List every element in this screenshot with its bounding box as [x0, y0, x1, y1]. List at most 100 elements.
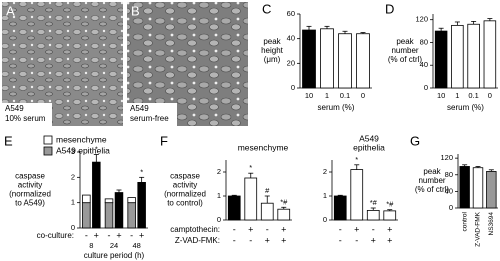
bar-segment [104, 198, 114, 204]
bar [350, 169, 364, 221]
y-axis-label: number [391, 46, 418, 55]
y-tick-label: 1 [323, 191, 327, 200]
condition: - [266, 224, 269, 234]
x-tick-label: 0 [361, 91, 365, 100]
x-tick-label: 1 [455, 91, 459, 100]
y-axis-label: (% of ctrl) [415, 185, 450, 194]
y-axis-label: (% of ctrl) [388, 55, 423, 64]
y-tick-label: 2 [71, 172, 75, 181]
y-tick-label: 1 [217, 191, 221, 200]
condition: + [354, 224, 359, 234]
x-tick-label: 10 [305, 91, 313, 100]
y-axis-label: to A549) [15, 199, 45, 208]
row-label: Z-VAD-FMK: [175, 236, 220, 245]
condition: + [248, 224, 253, 234]
annotation: * [95, 145, 98, 154]
bar-segment [82, 194, 91, 204]
bar [366, 209, 380, 221]
x-tick-label: control [461, 211, 468, 231]
y-tick-label: 2 [323, 167, 327, 176]
caption-box [2, 103, 52, 126]
y-tick-label: 0 [323, 215, 327, 224]
y-axis-label: (normalized [164, 190, 206, 199]
bar-segment [127, 202, 136, 229]
legend-label: mesenchyme [56, 134, 107, 144]
x-tick-label: 48 [132, 241, 140, 250]
y-tick-label: 120 [440, 153, 453, 162]
panel-label: E [4, 133, 13, 148]
legend-swatch [43, 135, 53, 145]
bar [114, 192, 124, 229]
y-tick-label: 20 [287, 58, 295, 67]
panel-label: B [131, 3, 140, 18]
bar [244, 177, 258, 221]
bar [459, 166, 470, 209]
chart-title: epithelia [353, 142, 385, 152]
condition: - [339, 235, 342, 245]
bar [277, 208, 291, 221]
bar [137, 181, 146, 229]
condition: - [108, 230, 111, 240]
condition: - [249, 235, 252, 245]
y-tick-label: 3 [71, 147, 75, 156]
bar-segment [127, 197, 136, 204]
y-axis-label: peak [423, 167, 441, 176]
annotation: * [355, 155, 358, 164]
condition: + [281, 224, 286, 234]
y-tick-label: 0 [424, 83, 428, 92]
y-axis-label: (normalized [9, 190, 51, 199]
bar [338, 33, 352, 89]
bar [451, 24, 464, 89]
row-label: camptothecin: [170, 225, 220, 234]
y-axis-label: number [418, 176, 445, 185]
y-tick-label: 40 [420, 60, 428, 69]
x-tick-label: 0.1 [340, 91, 350, 100]
x-tick-label: 10 [437, 91, 445, 100]
condition: + [265, 235, 270, 245]
y-axis-label: to control) [167, 199, 203, 208]
y-axis-label: caspase [170, 172, 200, 181]
condition: + [139, 230, 144, 240]
y-axis-label: activity [18, 181, 42, 190]
condition: - [372, 224, 375, 234]
bar [356, 33, 370, 89]
y-axis-label: peak [263, 37, 281, 46]
y-axis-label: activity [173, 181, 197, 190]
panel-label: C [262, 1, 271, 16]
caption-box [127, 103, 177, 126]
annotation: *# [386, 200, 394, 209]
bar-segment [82, 202, 91, 229]
bar [333, 195, 347, 221]
y-tick-label: 2 [217, 167, 221, 176]
annotation: *# [370, 198, 378, 207]
y-tick-label: 120 [415, 15, 428, 24]
legend-label: A549 epithelia [56, 145, 110, 155]
panel-label: A [6, 3, 15, 18]
y-tick-label: 0 [291, 83, 295, 92]
condition: - [85, 230, 88, 240]
bar-segment [104, 202, 114, 229]
bar [302, 29, 316, 89]
chart-title: mesenchyme [238, 142, 289, 152]
condition: + [387, 224, 392, 234]
panel-label: D [385, 1, 394, 16]
bar [434, 30, 448, 89]
condition: + [387, 235, 392, 245]
bar [92, 161, 101, 229]
condition: - [355, 235, 358, 245]
x-axis-label: serum (%) [318, 103, 355, 112]
bar [472, 167, 484, 209]
y-tick-label: 40 [287, 34, 295, 43]
x-tick-label: Z-VAD-FMK [475, 211, 482, 247]
bar [483, 20, 497, 89]
y-tick-label: 0 [71, 223, 75, 232]
x-axis-label: serum (%) [447, 103, 484, 112]
x-tick-label: 0 [488, 91, 492, 100]
caption: 10% serum [5, 114, 46, 123]
condition: + [371, 235, 376, 245]
condition: - [339, 224, 342, 234]
caption: A549 [130, 104, 149, 113]
annotation: *# [280, 197, 288, 206]
row-label: co-culture: [37, 231, 74, 240]
